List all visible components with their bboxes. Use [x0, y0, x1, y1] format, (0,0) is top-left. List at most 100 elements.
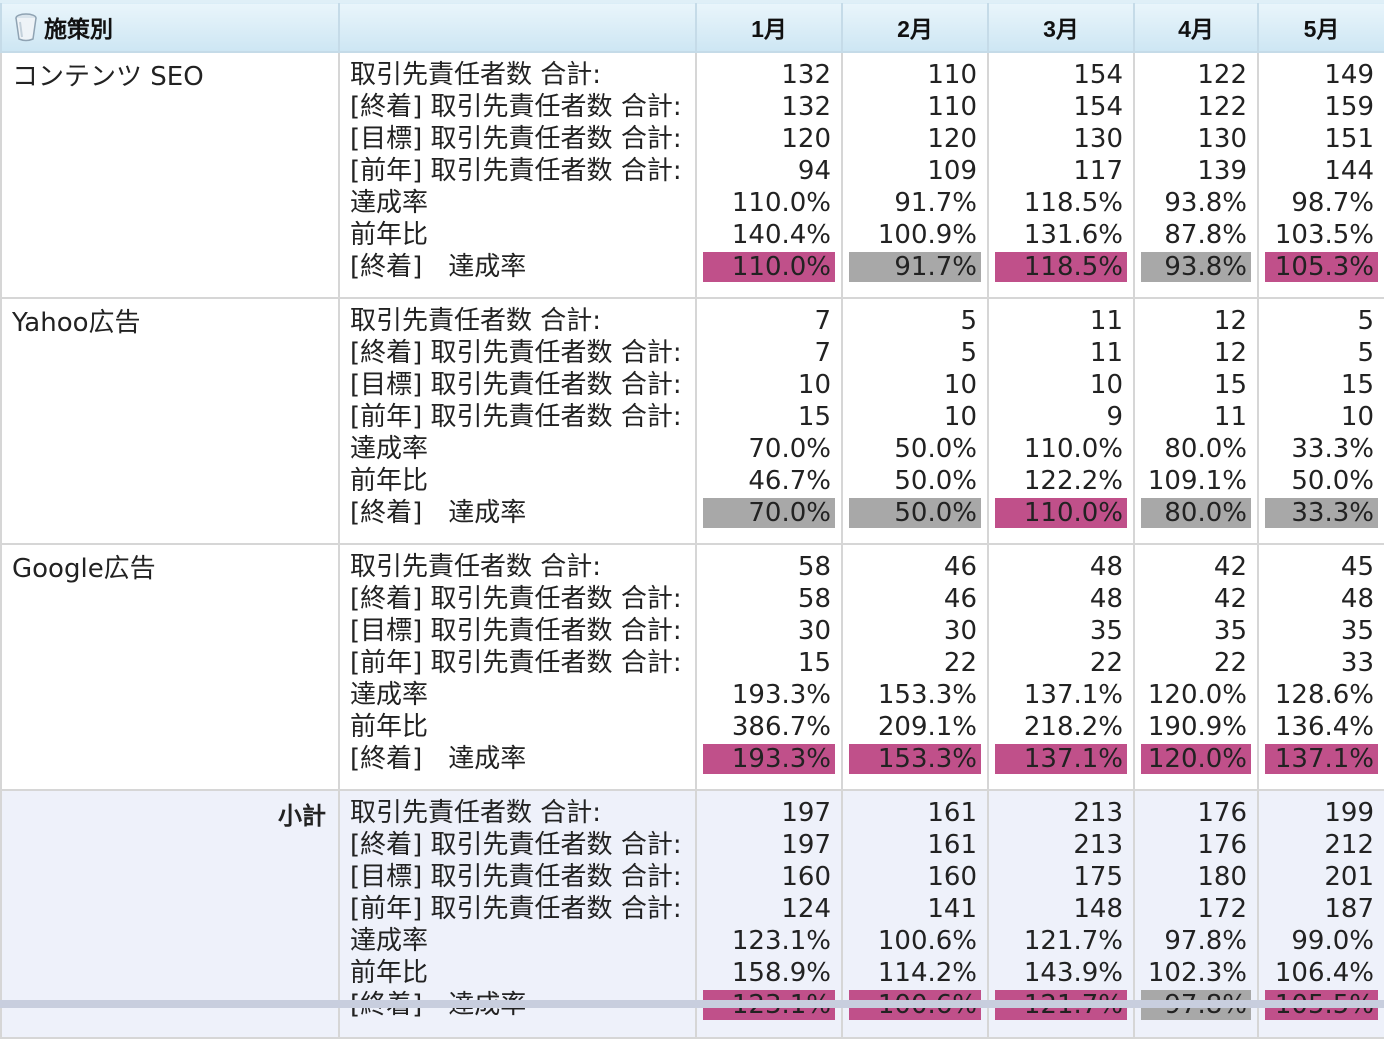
metric-value: 87.8%	[1164, 220, 1247, 250]
month-values-cell: 132 132 120 94 110.0% 140.4% 110.0%	[695, 51, 843, 299]
metric-value: 141	[927, 894, 977, 924]
metric-value: 33	[1340, 648, 1374, 678]
month-values-cell: 5 5 10 10 50.0% 50.0% 50.0%	[841, 297, 989, 545]
metric-label: [終着] 取引先責任者数 合計:	[350, 830, 682, 860]
metric-value: 212	[1324, 830, 1374, 860]
achievement-rate-badge: 91.7%	[849, 252, 981, 282]
metric-value: 213	[1073, 798, 1123, 828]
campaign-row: Yahoo広告 取引先責任者数 合計: [終着] 取引先責任者数 合計: [目標] 取…	[0, 297, 1384, 545]
metric-value: 117	[1073, 156, 1123, 186]
metric-value: 109	[927, 156, 977, 186]
group-column-header[interactable]: 施策別	[0, 0, 340, 53]
metric-value: 161	[927, 830, 977, 860]
month-values-cell: 122 122 130 139 93.8% 87.8% 93.8%	[1133, 51, 1259, 299]
metric-label: [終着] 達成率	[350, 498, 527, 528]
metric-value: 213	[1073, 830, 1123, 860]
metric-value: 35	[1213, 616, 1247, 646]
achievement-rate-badge: 80.0%	[1141, 498, 1251, 528]
metric-value: 10	[1340, 402, 1374, 432]
metric-value: 11	[1089, 338, 1123, 368]
metric-label: [前年] 取引先責任者数 合計:	[350, 156, 682, 186]
metric-value: 91.7%	[894, 188, 977, 218]
month-values-cell: 149 159 151 144 98.7% 103.5% 105.3%	[1257, 51, 1384, 299]
metric-value: 122.2%	[1023, 466, 1123, 496]
metric-value: 46	[943, 552, 977, 582]
metric-label: [目標] 取引先責任者数 合計:	[350, 862, 682, 892]
month-header-2[interactable]: 2月	[841, 0, 989, 53]
metric-label: [終着] 達成率	[350, 252, 527, 282]
metric-value: 121.7%	[1023, 926, 1123, 956]
achievement-rate-badge: 70.0%	[703, 498, 835, 528]
campaign-name[interactable]: コンテンツ SEO	[0, 51, 340, 299]
metric-value: 114.2%	[877, 958, 977, 988]
metric-value: 48	[1089, 584, 1123, 614]
metric-label: [前年] 取引先責任者数 合計:	[350, 894, 682, 924]
metric-value: 131.6%	[1023, 220, 1123, 250]
metric-value: 209.1%	[877, 712, 977, 742]
campaign-row: Google広告 取引先責任者数 合計: [終着] 取引先責任者数 合計: [目標] …	[0, 543, 1384, 791]
metric-label: 達成率	[350, 434, 429, 464]
metric-value: 22	[943, 648, 977, 678]
metric-value: 42	[1213, 552, 1247, 582]
month-header-4[interactable]: 4月	[1133, 0, 1259, 53]
metric-label: 取引先責任者数 合計:	[350, 306, 602, 336]
metric-value: 33.3%	[1291, 434, 1374, 464]
metric-value: 110	[927, 92, 977, 122]
campaign-name[interactable]: Google広告	[0, 543, 340, 791]
metric-value: 80.0%	[1164, 434, 1247, 464]
metric-value: 46.7%	[748, 466, 831, 496]
metric-value: 22	[1089, 648, 1123, 678]
metric-value: 30	[797, 616, 831, 646]
table-bottom-border	[0, 1000, 1384, 1008]
achievement-rate-badge: 120.0%	[1141, 744, 1251, 774]
metric-value: 120	[781, 124, 831, 154]
achievement-rate-badge: 93.8%	[1141, 252, 1251, 282]
metric-label: 前年比	[350, 466, 429, 496]
metric-value: 12	[1213, 306, 1247, 336]
metric-value: 139	[1197, 156, 1247, 186]
metric-value: 148	[1073, 894, 1123, 924]
metric-value: 35	[1089, 616, 1123, 646]
metric-value: 132	[781, 60, 831, 90]
metric-label: 取引先責任者数 合計:	[350, 60, 602, 90]
metric-label: [目標] 取引先責任者数 合計:	[350, 370, 682, 400]
metric-value: 30	[943, 616, 977, 646]
achievement-rate-badge: 110.0%	[703, 252, 835, 282]
metric-value: 172	[1197, 894, 1247, 924]
metric-value: 153.3%	[877, 680, 977, 710]
metric-label: 取引先責任者数 合計:	[350, 552, 602, 582]
metric-value: 45	[1340, 552, 1374, 582]
metric-value: 144	[1324, 156, 1374, 186]
metric-label: [目標] 取引先責任者数 合計:	[350, 616, 682, 646]
month-values-cell: 110 110 120 109 91.7% 100.9% 91.7%	[841, 51, 989, 299]
metric-value: 99.0%	[1291, 926, 1374, 956]
report-body: コンテンツ SEO 取引先責任者数 合計: [終着] 取引先責任者数 合計: [目標]…	[0, 51, 1384, 1039]
month-header-3[interactable]: 3月	[987, 0, 1135, 53]
metric-value: 5	[1357, 306, 1374, 336]
achievement-rate-badge: 153.3%	[849, 744, 981, 774]
metric-label: 前年比	[350, 220, 429, 250]
month-header-5[interactable]: 5月	[1257, 0, 1384, 53]
metric-value: 130	[1073, 124, 1123, 154]
metric-value: 154	[1073, 60, 1123, 90]
metric-value: 136.4%	[1274, 712, 1374, 742]
metric-value: 15	[1213, 370, 1247, 400]
metric-value: 176	[1197, 798, 1247, 828]
metric-value: 180	[1197, 862, 1247, 892]
metric-value: 11	[1089, 306, 1123, 336]
metric-value: 160	[927, 862, 977, 892]
metric-value: 140.4%	[731, 220, 831, 250]
achievement-rate-badge: 33.3%	[1265, 498, 1378, 528]
campaign-name[interactable]: Yahoo広告	[0, 297, 340, 545]
metric-value: 5	[1357, 338, 1374, 368]
metric-value: 48	[1089, 552, 1123, 582]
metric-value: 143.9%	[1023, 958, 1123, 988]
metric-label: 前年比	[350, 958, 429, 988]
metric-value: 10	[943, 370, 977, 400]
month-header-1[interactable]: 1月	[695, 0, 843, 53]
metric-value: 15	[1340, 370, 1374, 400]
metric-value: 48	[1340, 584, 1374, 614]
metric-value: 158.9%	[731, 958, 831, 988]
